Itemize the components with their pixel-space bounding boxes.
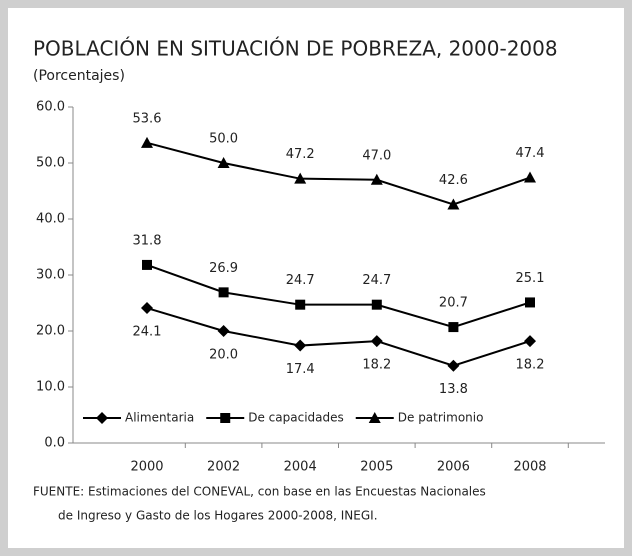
x-tick-label: 2000 xyxy=(130,460,163,475)
legend-label: De capacidades xyxy=(248,411,344,425)
x-tick-label: 2005 xyxy=(360,460,393,475)
marker xyxy=(525,297,535,308)
x-tick-label: 2006 xyxy=(437,460,470,475)
marker xyxy=(142,259,152,270)
data-label: 17.4 xyxy=(286,362,315,377)
data-label: 20.0 xyxy=(209,348,238,363)
marker xyxy=(217,325,230,337)
marker xyxy=(141,302,153,315)
y-tick-label: 60.0 xyxy=(36,100,65,115)
data-label: 13.8 xyxy=(439,382,468,397)
marker xyxy=(370,173,383,185)
data-label: 26.9 xyxy=(209,261,238,276)
marker xyxy=(294,339,307,352)
marker xyxy=(218,287,229,298)
data-label: 47.2 xyxy=(286,147,315,162)
marker xyxy=(295,299,306,310)
data-label: 18.2 xyxy=(516,358,545,373)
marker xyxy=(368,412,381,423)
y-tick-label: 0.0 xyxy=(44,436,65,451)
y-tick-label: 20.0 xyxy=(36,324,65,339)
marker xyxy=(371,299,382,310)
marker xyxy=(217,157,230,168)
series-line xyxy=(146,141,531,206)
x-tick-label: 2008 xyxy=(513,460,546,475)
marker xyxy=(294,172,307,184)
x-tick-label: 2002 xyxy=(207,460,240,475)
data-label: 24.1 xyxy=(133,325,162,340)
data-label: 47.0 xyxy=(362,148,391,163)
marker xyxy=(370,335,383,348)
marker xyxy=(447,359,460,372)
source-note: de Ingreso y Gasto de los Hogares 2000-2… xyxy=(58,509,378,523)
source-note: FUENTE: Estimaciones del CONEVAL, con ba… xyxy=(33,485,486,499)
marker xyxy=(524,171,536,183)
chart-subtitle: (Porcentajes) xyxy=(33,68,125,84)
marker xyxy=(220,413,231,423)
data-label: 42.6 xyxy=(439,173,468,188)
data-label: 18.2 xyxy=(362,358,391,373)
y-tick-label: 30.0 xyxy=(36,268,65,283)
legend-label: Alimentaria xyxy=(125,411,194,425)
x-tick-label: 2004 xyxy=(284,460,317,475)
data-label: 53.6 xyxy=(133,111,162,126)
y-tick-label: 10.0 xyxy=(36,380,65,395)
marker xyxy=(447,198,460,210)
marker xyxy=(141,136,153,148)
series-line xyxy=(146,307,531,367)
legend-label: De patrimonio xyxy=(398,411,484,425)
data-label: 24.7 xyxy=(362,273,391,288)
data-label: 25.1 xyxy=(516,271,545,286)
data-label: 47.4 xyxy=(516,146,545,161)
marker xyxy=(448,322,459,333)
data-label: 31.8 xyxy=(133,233,162,248)
marker xyxy=(524,335,536,348)
series-line xyxy=(146,263,531,329)
marker xyxy=(96,412,108,424)
y-tick-label: 50.0 xyxy=(36,156,65,171)
data-label: 50.0 xyxy=(209,132,238,147)
y-tick-label: 40.0 xyxy=(36,212,65,227)
data-label: 20.7 xyxy=(439,296,468,311)
data-label: 24.7 xyxy=(286,273,315,288)
chart-title: POBLACIÓN EN SITUACIÓN DE POBREZA, 2000-… xyxy=(33,37,558,61)
